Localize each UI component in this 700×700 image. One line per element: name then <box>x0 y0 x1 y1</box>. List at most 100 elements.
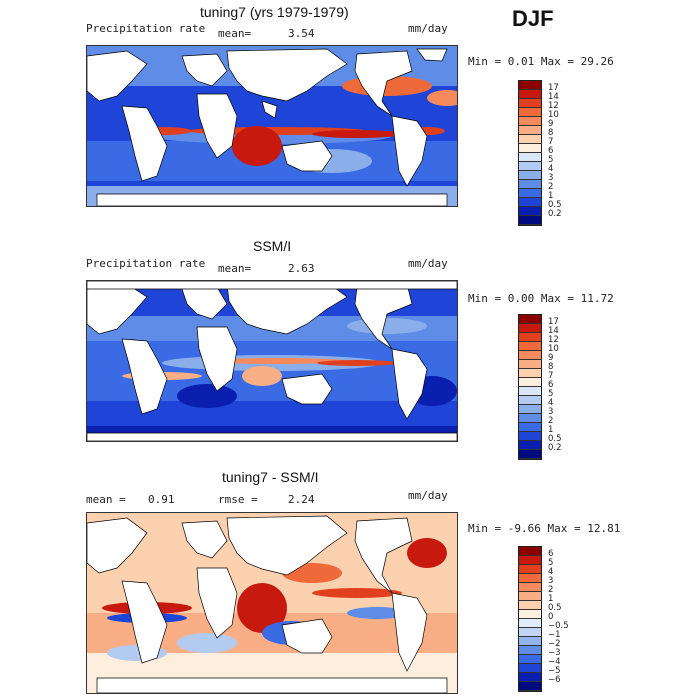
panel-3-rmse-label: rmse = <box>218 493 258 506</box>
panel-2-colorbar <box>518 314 542 460</box>
colorbar-swatch <box>519 171 541 180</box>
colorbar-swatch <box>519 198 541 207</box>
colorbar-label: 9 <box>548 353 554 363</box>
colorbar-label: 12 <box>548 335 559 345</box>
colorbar-label: 8 <box>548 362 554 372</box>
panel-1-title: tuning7 (yrs 1979-1979) <box>200 4 349 20</box>
colorbar-label: 2 <box>548 182 554 192</box>
colorbar-label: 8 <box>548 128 554 138</box>
season-label: DJF <box>512 6 554 31</box>
colorbar-label: 1 <box>548 594 554 604</box>
colorbar-swatch <box>519 180 541 189</box>
colorbar-swatch <box>519 207 541 216</box>
colorbar-swatch <box>519 664 541 673</box>
colorbar-swatch <box>519 682 541 691</box>
colorbar-swatch <box>519 351 541 360</box>
colorbar-swatch <box>519 117 541 126</box>
colorbar-label: 0.5 <box>548 434 562 444</box>
colorbar-swatch <box>519 601 541 610</box>
colorbar-swatch <box>519 360 541 369</box>
colorbar-swatch <box>519 90 541 99</box>
colorbar-swatch <box>519 547 541 556</box>
colorbar-label: −1 <box>548 630 561 640</box>
panel-2-units: mm/day <box>408 257 448 270</box>
colorbar-swatch <box>519 450 541 459</box>
colorbar-label: 14 <box>548 326 559 336</box>
colorbar-label: 5 <box>548 558 554 568</box>
colorbar-label: 1 <box>548 425 554 435</box>
colorbar-label: 12 <box>548 101 559 111</box>
colorbar-swatch <box>519 592 541 601</box>
colorbar-label: 17 <box>548 317 559 327</box>
panel-1-map <box>86 45 458 207</box>
panel-2-minmax: Min = 0.00 Max = 11.72 <box>468 292 614 305</box>
colorbar-swatch <box>519 396 541 405</box>
colorbar-swatch <box>519 574 541 583</box>
colorbar-label: 10 <box>548 110 559 120</box>
colorbar-label: 7 <box>548 371 554 381</box>
colorbar-swatch <box>519 144 541 153</box>
colorbar-swatch <box>519 369 541 378</box>
colorbar-label: 3 <box>548 407 554 417</box>
colorbar-label: 0.2 <box>548 443 562 453</box>
colorbar-label: 14 <box>548 92 559 102</box>
colorbar-label: 0 <box>548 612 554 622</box>
colorbar-swatch <box>519 646 541 655</box>
panel-3-map <box>86 512 458 694</box>
colorbar-label: −2 <box>548 639 561 649</box>
colorbar-label: 1 <box>548 191 554 201</box>
panel-2-title: SSM/I <box>253 238 292 254</box>
colorbar-swatch <box>519 135 541 144</box>
panel-1-colorbar <box>518 80 542 226</box>
colorbar-swatch <box>519 342 541 351</box>
colorbar-swatch <box>519 333 541 342</box>
panel-3-units: mm/day <box>408 489 448 502</box>
colorbar-swatch <box>519 387 541 396</box>
panel-3-mean-value: 0.91 <box>148 493 175 506</box>
colorbar-swatch <box>519 108 541 117</box>
colorbar-swatch <box>519 81 541 90</box>
colorbar-label: 6 <box>548 380 554 390</box>
panel-1-units: mm/day <box>408 22 448 35</box>
colorbar-label: −0.5 <box>548 621 569 631</box>
colorbar-swatch <box>519 637 541 646</box>
colorbar-label: 9 <box>548 119 554 129</box>
panel-1-mean-value: 3.54 <box>288 27 315 40</box>
panel-2-mean-value: 2.63 <box>288 262 315 275</box>
colorbar-swatch <box>519 628 541 637</box>
panel-2-map <box>86 280 458 442</box>
colorbar-swatch <box>519 610 541 619</box>
panel-3-rmse-value: 2.24 <box>288 493 315 506</box>
colorbar-label: 6 <box>548 146 554 156</box>
colorbar-label: −4 <box>548 657 561 667</box>
colorbar-label: 3 <box>548 173 554 183</box>
colorbar-label: 4 <box>548 164 554 174</box>
colorbar-swatch <box>519 162 541 171</box>
colorbar-swatch <box>519 655 541 664</box>
colorbar-label: 4 <box>548 398 554 408</box>
panel-3-minmax: Min = -9.66 Max = 12.81 <box>468 522 621 535</box>
colorbar-swatch <box>519 126 541 135</box>
panel-2-mean-label: mean= <box>218 262 252 275</box>
panel-3-mean-label: mean = <box>86 493 126 506</box>
colorbar-swatch <box>519 315 541 324</box>
colorbar-label: 4 <box>548 567 554 577</box>
colorbar-swatch <box>519 619 541 628</box>
colorbar-swatch <box>519 583 541 592</box>
colorbar-label: 3 <box>548 576 554 586</box>
colorbar-swatch <box>519 405 541 414</box>
colorbar-label: 7 <box>548 137 554 147</box>
colorbar-label: 10 <box>548 344 559 354</box>
colorbar-label: 0.2 <box>548 209 562 219</box>
colorbar-label: 17 <box>548 83 559 93</box>
colorbar-label: 5 <box>548 155 554 165</box>
panel-1-mean-label: mean= <box>218 27 252 40</box>
panel-3-colorbar <box>518 546 542 692</box>
colorbar-swatch <box>519 216 541 225</box>
colorbar-swatch <box>519 423 541 432</box>
colorbar-label: −3 <box>548 648 561 658</box>
panel-1-minmax: Min = 0.01 Max = 29.26 <box>468 55 614 68</box>
colorbar-swatch <box>519 189 541 198</box>
colorbar-swatch <box>519 565 541 574</box>
colorbar-label: 6 <box>548 549 554 559</box>
